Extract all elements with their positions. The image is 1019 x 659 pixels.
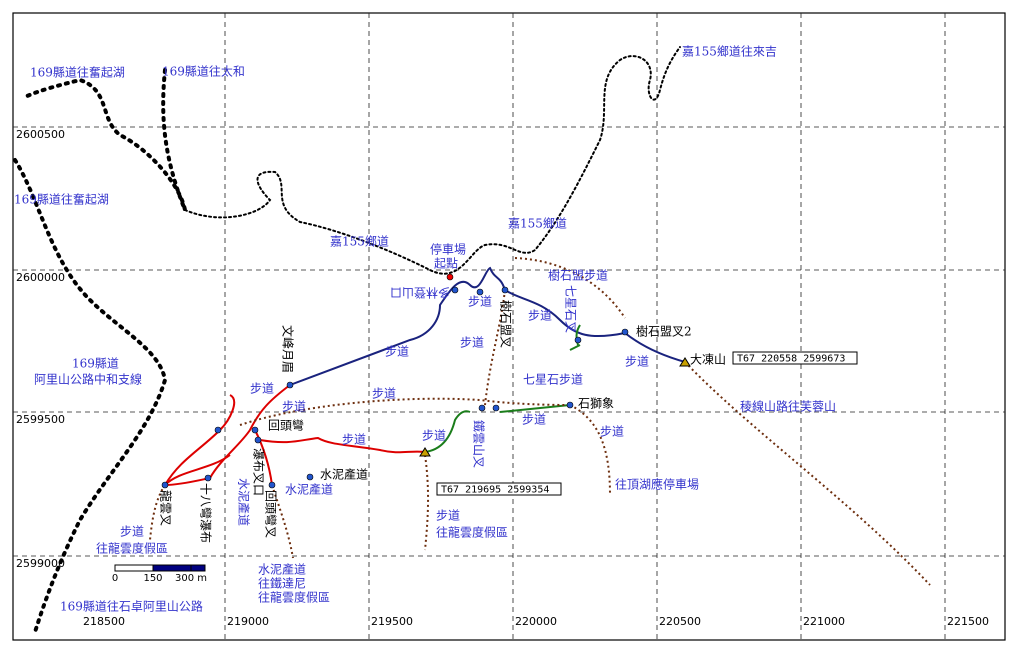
coord-box (436, 482, 562, 496)
northing-label: 2600000 (16, 271, 65, 284)
northing-label: 2599500 (16, 413, 65, 426)
place-label: 嘉155鄉道 (508, 217, 567, 231)
place-label: 嘉155鄉道往來吉 (682, 44, 777, 59)
place-label: 往龍雲度假區 (258, 590, 330, 605)
place-label: 水泥產道 (320, 467, 368, 482)
vertical-label: 龍雲叉 (159, 490, 174, 526)
place-label: 嘉155鄉道 (330, 235, 389, 249)
place-label: 步道 (528, 309, 552, 323)
easting-label: 219000 (227, 615, 269, 628)
place-label: 樹石盟步道 (548, 269, 608, 283)
vertical-label: 七星石叉 (564, 285, 578, 333)
place-label: 石獅象 (578, 397, 614, 411)
place-label: 169縣道往太和 (162, 64, 245, 79)
coord-box (732, 351, 858, 365)
grid (13, 13, 1005, 640)
peaks (419, 357, 691, 457)
scale-label: 300 m (175, 573, 207, 584)
place-label: 阿里山公路中和支線 (34, 372, 142, 387)
vertical-label: 文峰月眉 (281, 325, 296, 373)
place-label: 步道 (522, 413, 546, 427)
vertical-label: 瀑布叉口 (252, 448, 266, 496)
place-label: 步道 (625, 355, 649, 369)
map-frame (12, 12, 1006, 641)
place-label: 169縣道往石卓阿里山公路 (60, 599, 203, 614)
place-label: 水泥產道 (258, 562, 306, 577)
easting-label: 220500 (659, 615, 701, 628)
trails (163, 266, 686, 487)
place-label: 步道 (385, 345, 409, 359)
place-label: 步道 (460, 336, 484, 350)
place-label: 步道 (600, 425, 624, 439)
place-label: 169縣道往奮起湖 (30, 65, 125, 80)
place-label: 步道 (436, 509, 460, 523)
place-label: 稜線山路往芙蓉山 (740, 399, 836, 414)
vertical-label: 鐵雲山叉 (472, 420, 487, 468)
coord-label: T67 220558 2599673 (737, 354, 845, 365)
place-label: 步道 (468, 295, 492, 309)
northing-label: 2599000 (16, 557, 65, 570)
place-label: 步道 (282, 400, 306, 414)
place-label: 步道 (422, 429, 446, 443)
vertical-label: 水泥產道 (237, 478, 252, 526)
coord-label: T67 219695 2599354 (441, 485, 549, 496)
vertical-label: 回頭彎叉 (264, 490, 279, 538)
vertical-label: 十八彎瀑布 (199, 483, 214, 543)
side-trails (149, 257, 931, 586)
easting-label: 218500 (83, 615, 125, 628)
easting-label: 220000 (515, 615, 557, 628)
place-label: 步道 (250, 382, 274, 396)
easting-label: 221500 (947, 615, 989, 628)
place-label: 多林登山口 (390, 286, 450, 301)
place-label: 往龍雲度假區 (96, 541, 168, 556)
easting-label: 221000 (803, 615, 845, 628)
place-label: 步道 (372, 387, 396, 401)
place-label: 起點 (434, 257, 458, 271)
place-label: 回頭彎 (268, 418, 304, 433)
northing-label: 2600500 (16, 128, 65, 141)
place-label: 大凍山 (690, 353, 726, 367)
place-label: 169縣道往奮起湖 (14, 192, 109, 207)
place-label: 停車場 (430, 242, 466, 257)
place-label: 往頂湖應停車場 (615, 477, 699, 492)
scale-label: 0 (112, 573, 118, 584)
place-label: 往龍雲度假區 (436, 525, 508, 540)
place-label: 步道 (120, 525, 144, 539)
place-label: 往鐵達尼 (258, 576, 306, 591)
easting-label: 219500 (371, 615, 413, 628)
place-label: 步道 (342, 433, 366, 447)
vertical-label: 樹石盟叉 (499, 300, 513, 348)
place-label: 水泥產道 (285, 482, 333, 497)
roads (13, 46, 681, 634)
scale-label: 150 (143, 573, 162, 584)
waypoints (161, 273, 629, 489)
scale-bar: 0 150 300 m (112, 564, 207, 584)
place-label: 169縣道 (72, 357, 119, 371)
place-label: 樹石盟叉2 (636, 325, 692, 339)
place-label: 七星石步道 (523, 373, 583, 387)
